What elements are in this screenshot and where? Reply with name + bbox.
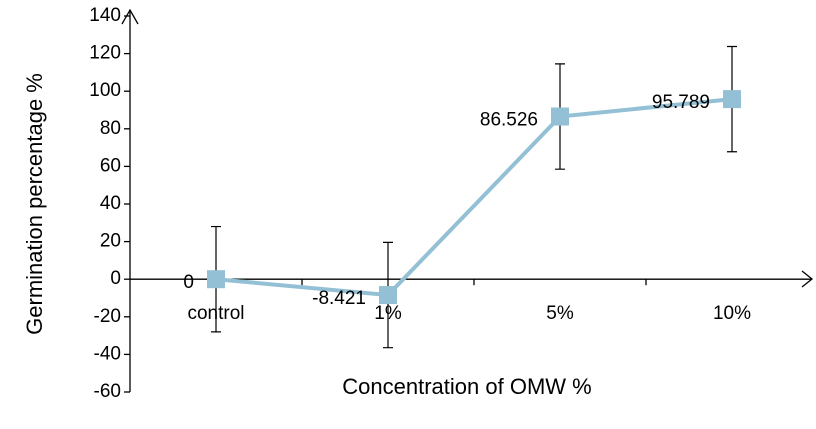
y-tick-label: 140 (89, 5, 121, 26)
y-tick-label: 60 (100, 155, 121, 176)
y-tick-label: 0 (110, 268, 121, 289)
x-tick-label: 5% (546, 303, 574, 324)
y-tick-label: 40 (100, 193, 121, 214)
y-tick-label: 100 (89, 80, 121, 101)
y-tick-label: -40 (94, 343, 121, 364)
data-label: 95.789 (652, 92, 710, 113)
data-label: 0 (183, 272, 194, 293)
y-tick-label: 120 (89, 43, 121, 64)
marker (723, 90, 741, 109)
marker (551, 107, 569, 126)
y-tick-label: -60 (94, 381, 121, 402)
data-label: -8.421 (312, 288, 366, 309)
data-label: 86.526 (480, 110, 538, 131)
y-tick-label: 20 (100, 231, 121, 252)
series-line (215, 97, 733, 298)
x-tick-label: 10% (713, 303, 751, 324)
marker (207, 270, 225, 289)
y-axis-arrow (121, 8, 139, 25)
marker (379, 286, 397, 305)
x-axis-title: Concentration of OMW % (342, 374, 591, 399)
y-axis-title: Germination percentage % (22, 73, 47, 335)
y-tick-label: -20 (94, 306, 121, 327)
y-tick-label: 80 (100, 118, 121, 139)
